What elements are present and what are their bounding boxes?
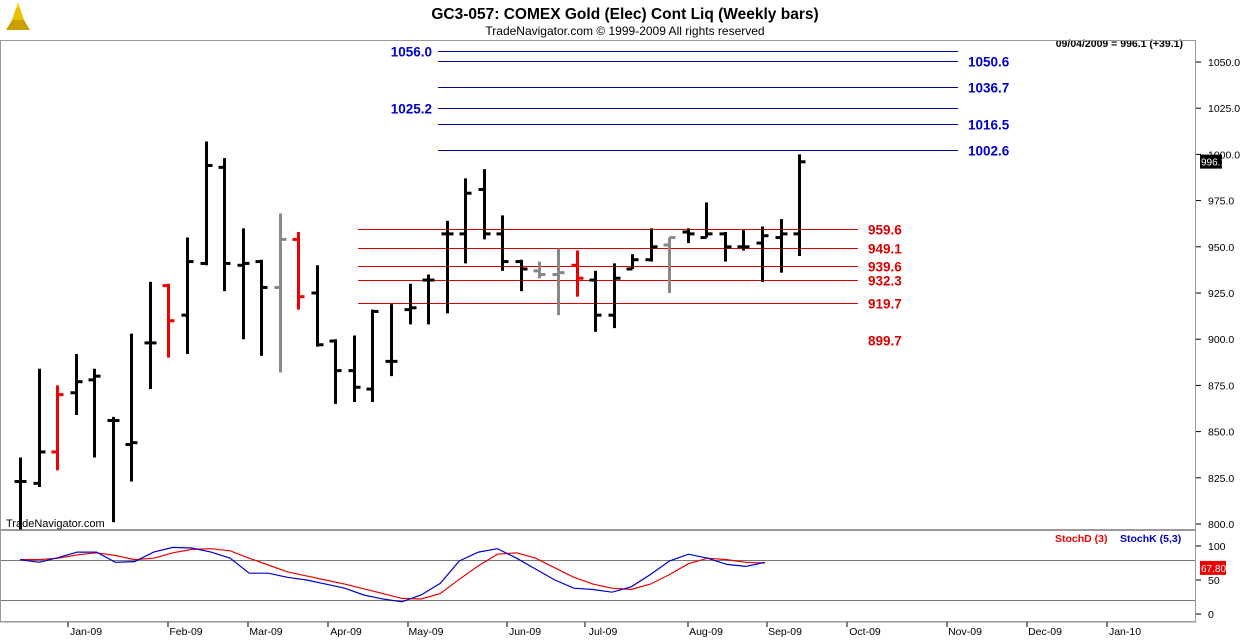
month-label: Jan-09 — [70, 626, 102, 638]
month-label: Oct-09 — [849, 626, 881, 638]
resistance-label: 1016.5 — [968, 118, 1010, 133]
stoch-tick-label: 50 — [1208, 575, 1220, 587]
price-axis: 800.0 825.0 850.0 875.0 900.0 925.0 950.0 975.0… — [1196, 57, 1240, 531]
resistance-label: 1050.6 — [968, 55, 1010, 70]
price-pane-border — [0, 40, 1196, 530]
month-label: Dec-09 — [1028, 626, 1062, 638]
copyright-text: TradeNavigator.com © 1999-2009 All right… — [485, 24, 764, 38]
stoch-d-legend: StochD (3) — [1055, 533, 1108, 545]
chart-title: GC3-057: COMEX Gold (Elec) Cont Liq (Wee… — [431, 6, 818, 23]
month-label: Jan-10 — [1109, 626, 1141, 638]
support-label: 949.1 — [868, 242, 902, 257]
stoch-pane-border — [0, 530, 1196, 622]
stoch-tick-label: 100 — [1208, 541, 1226, 553]
price-tick-label: 875.0 — [1208, 380, 1234, 392]
stoch-value-tag — [1200, 560, 1226, 575]
month-label: Mar-09 — [249, 626, 282, 638]
stochastic-pane: 0 50 100 67.80 StochD (3) StochK (5,3) — [1, 533, 1226, 621]
ohlc-bars — [14, 141, 806, 530]
price-tick-label: 975.0 — [1208, 196, 1234, 208]
month-label: Sep-09 — [768, 626, 802, 638]
price-tick-label: 925.0 — [1208, 288, 1234, 300]
last-price-tag-label: 996.1 — [1201, 158, 1226, 169]
stoch-d-line — [20, 548, 765, 600]
price-tick-label: 825.0 — [1208, 473, 1234, 485]
month-label: Feb-09 — [169, 626, 202, 638]
fibonacci-levels: 1056.0 1050.6 1036.7 1025.2 1016.5 1002.6 959.… — [358, 45, 1010, 349]
resistance-label: 1056.0 — [391, 45, 432, 60]
stoch-k-legend: StochK (5,3) — [1120, 533, 1181, 545]
month-label: May-09 — [408, 626, 443, 638]
price-tick-label: 900.0 — [1208, 334, 1234, 346]
stoch-value-tag-label: 67.80 — [1201, 564, 1226, 575]
price-tick-label: 1050.0 — [1208, 57, 1240, 69]
support-label: 939.6 — [868, 260, 902, 275]
month-label: Nov-09 — [948, 626, 982, 638]
last-price-tag — [1200, 154, 1222, 169]
watermark-text: TradeNavigator.com — [6, 518, 105, 530]
support-label: 899.7 — [868, 334, 902, 349]
price-tick-label: 850.0 — [1208, 427, 1234, 439]
resistance-label: 1002.6 — [968, 144, 1010, 159]
month-label: Jun-09 — [509, 626, 541, 638]
month-label: Apr-09 — [330, 626, 362, 638]
trade-navigator-logo — [6, 2, 30, 30]
resistance-label: 1025.2 — [391, 102, 432, 117]
stoch-tick-label: 0 — [1208, 609, 1214, 621]
support-label: 959.6 — [868, 223, 902, 238]
price-tick-label: 800.0 — [1208, 519, 1234, 531]
price-tick-label: 950.0 — [1208, 242, 1234, 254]
price-tick-label: 1025.0 — [1208, 103, 1240, 115]
support-label: 932.3 — [868, 274, 902, 289]
support-label: 919.7 — [868, 297, 902, 312]
resistance-label: 1036.7 — [968, 81, 1009, 96]
last-quote-text: 09/04/2009 = 996.1 (+39.1) — [1056, 38, 1183, 50]
stoch-k-line — [19, 546, 766, 603]
time-axis: Jan-09 Feb-09 Mar-09 Apr-09 May-09 Jun-09 Jul-… — [67, 622, 1141, 638]
month-label: Jul-09 — [589, 626, 618, 638]
month-label: Aug-09 — [689, 626, 723, 638]
